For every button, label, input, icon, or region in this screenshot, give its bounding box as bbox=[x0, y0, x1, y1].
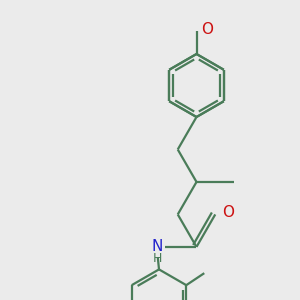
Text: H: H bbox=[153, 252, 162, 265]
Text: O: O bbox=[201, 22, 213, 38]
Text: O: O bbox=[222, 206, 234, 220]
Text: N: N bbox=[152, 239, 163, 254]
